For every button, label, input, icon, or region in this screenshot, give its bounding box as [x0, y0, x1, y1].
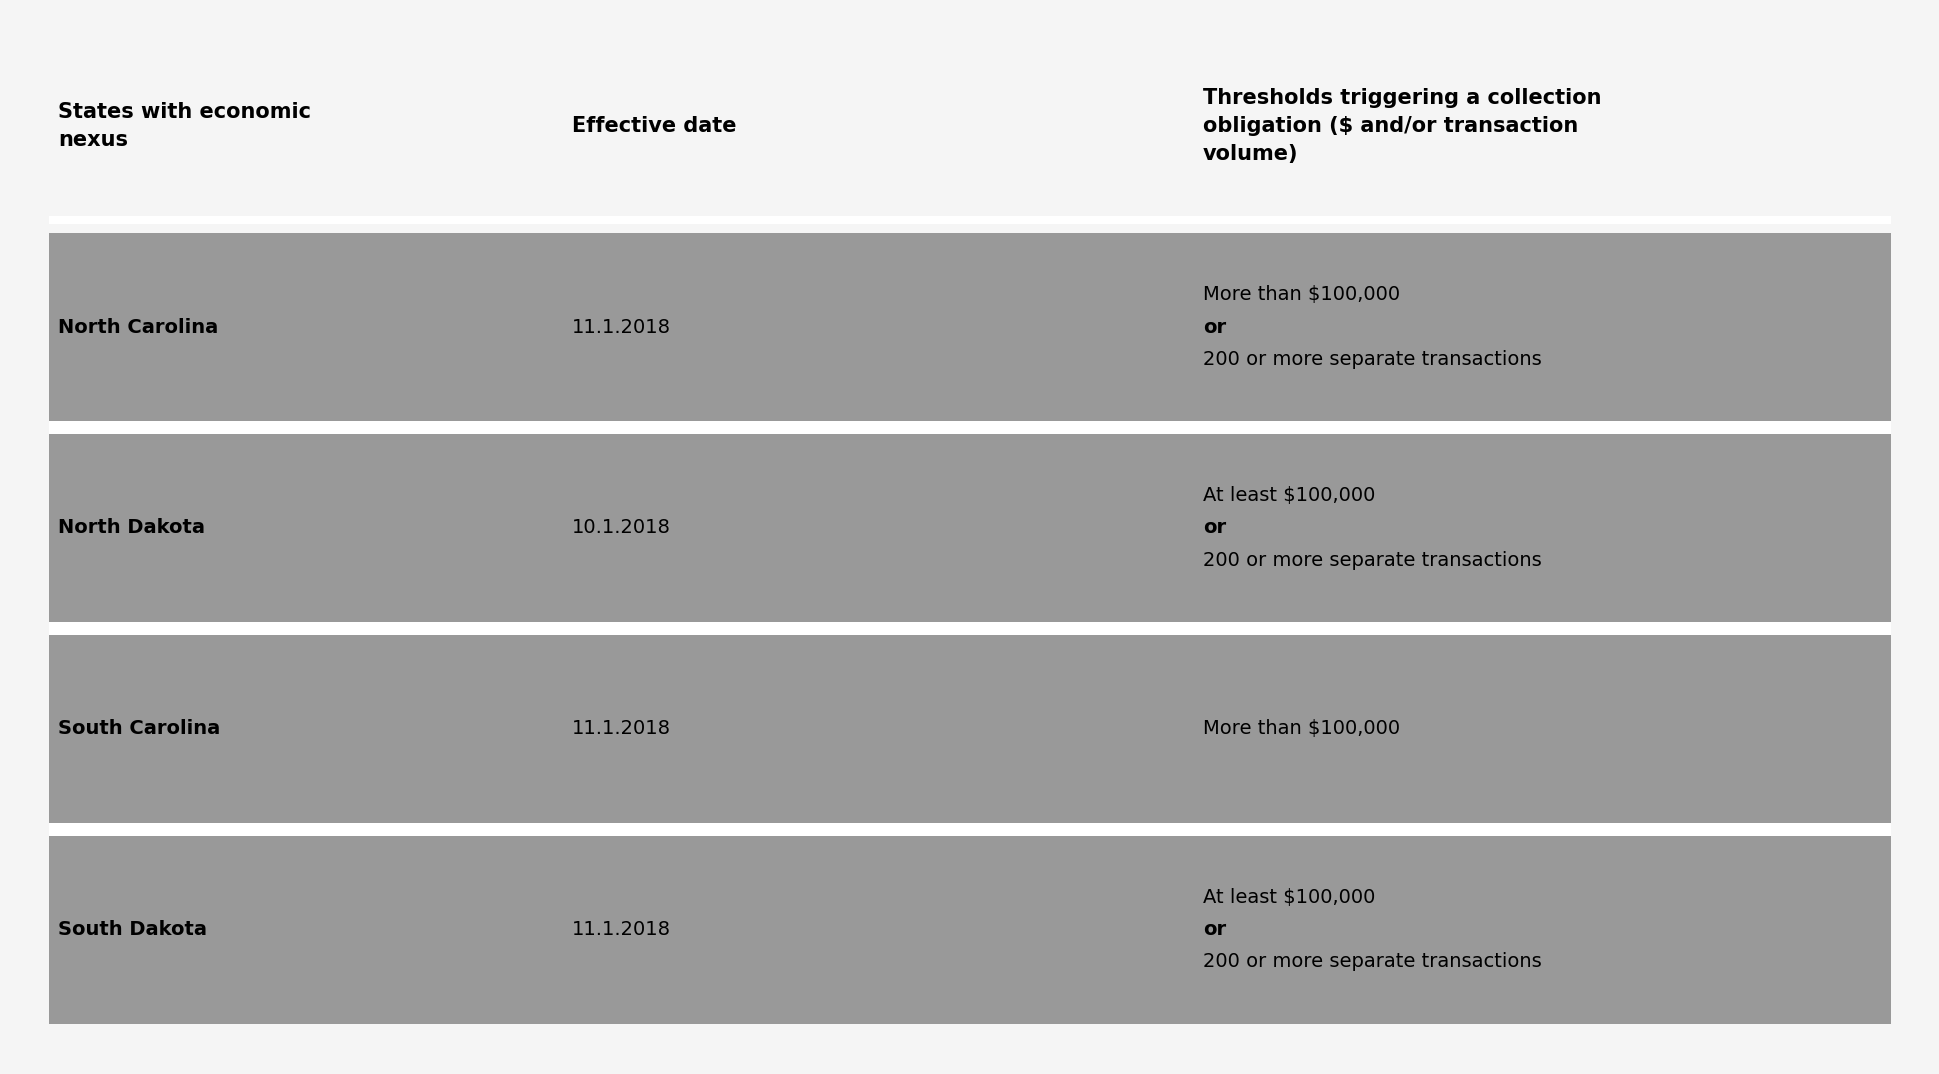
Bar [48, 622, 1891, 635]
Text: Thresholds triggering a collection
obligation ($ and/or transaction
volume): Thresholds triggering a collection oblig… [1202, 88, 1600, 164]
Text: North Carolina: North Carolina [58, 318, 219, 336]
Text: At least $100,000: At least $100,000 [1202, 888, 1375, 906]
Text: North Dakota: North Dakota [58, 519, 206, 537]
Text: Effective date: Effective date [572, 116, 737, 136]
Text: States with economic
nexus: States with economic nexus [58, 102, 310, 150]
Text: 10.1.2018: 10.1.2018 [572, 519, 671, 537]
Text: South Dakota: South Dakota [58, 920, 207, 939]
Bar [48, 421, 1891, 434]
Text: 200 or more separate transactions: 200 or more separate transactions [1202, 350, 1542, 368]
Text: More than $100,000: More than $100,000 [1202, 720, 1400, 738]
Bar [48, 233, 1891, 421]
Text: 11.1.2018: 11.1.2018 [572, 318, 671, 336]
Text: More than $100,000: More than $100,000 [1202, 286, 1400, 304]
Text: or: or [1202, 318, 1225, 336]
Text: 200 or more separate transactions: 200 or more separate transactions [1202, 551, 1542, 569]
Bar [48, 434, 1891, 622]
Text: 11.1.2018: 11.1.2018 [572, 720, 671, 738]
Text: At least $100,000: At least $100,000 [1202, 487, 1375, 505]
Text: 200 or more separate transactions: 200 or more separate transactions [1202, 953, 1542, 971]
Bar [48, 836, 1891, 1024]
Bar [48, 32, 1891, 220]
Text: 11.1.2018: 11.1.2018 [572, 920, 671, 939]
Text: or: or [1202, 519, 1225, 537]
Bar [48, 823, 1891, 836]
Text: or: or [1202, 920, 1225, 939]
Bar [48, 635, 1891, 823]
Bar [48, 216, 1891, 224]
Text: South Carolina: South Carolina [58, 720, 221, 738]
